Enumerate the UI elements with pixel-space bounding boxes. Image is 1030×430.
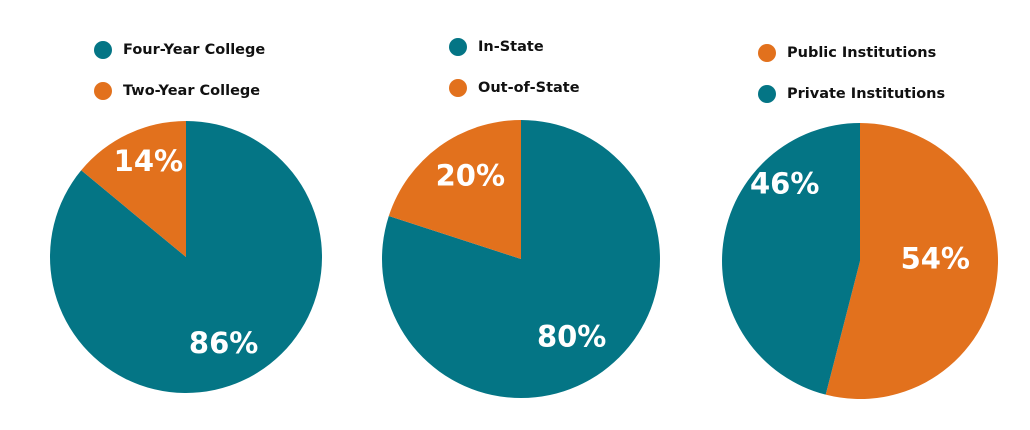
- pie: 86% 14%: [49, 121, 322, 393]
- legend-item: In-State: [449, 37, 580, 57]
- pie-slice: [722, 123, 860, 395]
- legend-label: Private Institutions: [787, 86, 946, 102]
- slice-value-label: 86%: [189, 326, 258, 360]
- pie-chart-college-type: Four-Year College Two-Year College 86% 14…: [0, 0, 340, 430]
- legend: Public Institutions Private Institutions: [758, 43, 945, 125]
- legend-swatch: [94, 41, 112, 59]
- pie: 80% 20%: [381, 120, 660, 398]
- legend: Four-Year College Two-Year College: [94, 40, 265, 122]
- pie-chart-institution-type: Public Institutions Private Institutions…: [680, 0, 1030, 430]
- slice-value-label: 54%: [901, 242, 970, 276]
- legend-item: Four-Year College: [94, 40, 265, 60]
- legend-label: Out-of-State: [478, 80, 580, 96]
- pie-slice: [825, 123, 999, 399]
- legend-label: Four-Year College: [123, 42, 266, 58]
- legend-swatch: [449, 38, 467, 56]
- pie-slice: [81, 121, 186, 257]
- legend: In-State Out-of-State: [449, 37, 580, 119]
- slice-value-label: 20%: [436, 158, 505, 192]
- legend-item: Public Institutions: [758, 43, 945, 63]
- legend-swatch: [758, 85, 776, 103]
- pie-slice: [388, 120, 521, 259]
- legend-label: Public Institutions: [787, 45, 937, 61]
- slice-value-label: 46%: [750, 166, 819, 200]
- legend-label: Two-Year College: [123, 83, 261, 99]
- pie: 54% 46%: [722, 123, 999, 399]
- legend-item: Private Institutions: [758, 84, 945, 104]
- slice-value-label: 14%: [114, 144, 183, 178]
- legend-item: Out-of-State: [449, 78, 580, 98]
- pie-slice: [49, 121, 322, 393]
- legend-swatch: [758, 44, 776, 62]
- legend-item: Two-Year College: [94, 81, 265, 101]
- legend-swatch: [94, 82, 112, 100]
- legend-swatch: [449, 79, 467, 97]
- pie-chart-residency: In-State Out-of-State 80% 20%: [340, 0, 680, 430]
- slice-value-label: 80%: [537, 320, 606, 354]
- legend-label: In-State: [478, 39, 544, 55]
- pie-slice: [381, 120, 660, 398]
